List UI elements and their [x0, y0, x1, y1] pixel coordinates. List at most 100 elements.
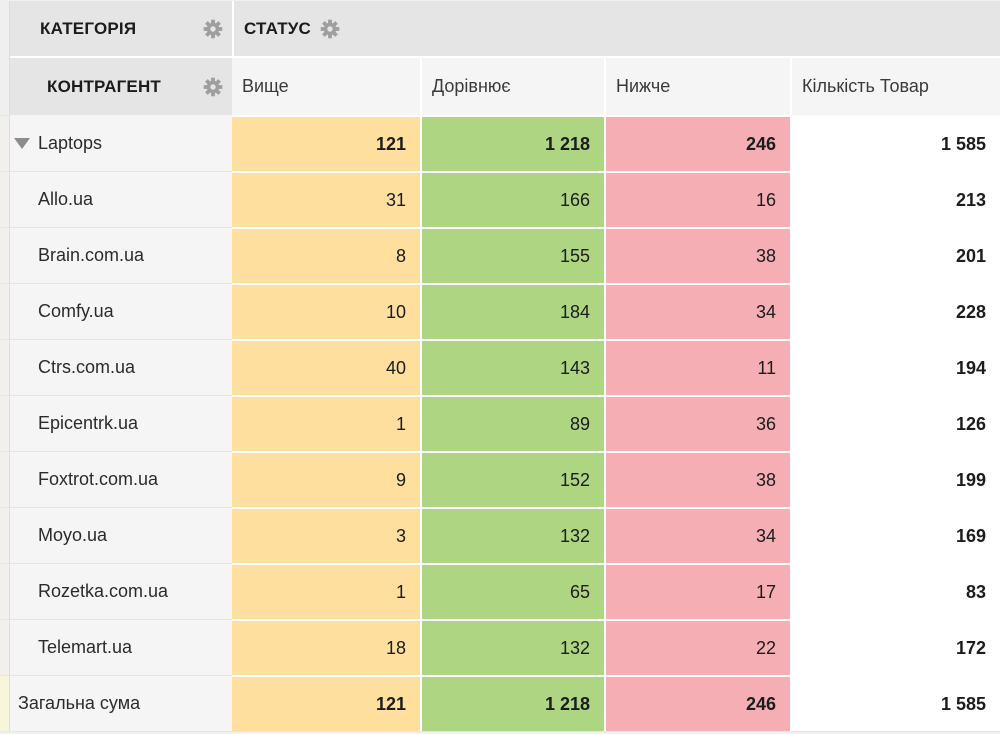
status-field-label: СТАТУС — [244, 18, 312, 38]
value-cell-lower[interactable]: 36 — [604, 395, 790, 451]
frozen-edge-cell — [0, 395, 10, 451]
value-cell-quantity[interactable]: 213 — [790, 171, 1000, 227]
row-label: Telemart.ua — [38, 637, 133, 657]
row-label-cell: Laptops — [10, 115, 232, 171]
frozen-edge-cell — [0, 339, 10, 395]
value-cell-quantity[interactable]: 172 — [790, 619, 1000, 675]
table-row: Brain.com.ua 8 155 38 201 — [0, 227, 1000, 283]
value-cell-equal[interactable]: 132 — [420, 507, 604, 563]
value-cell-equal[interactable]: 65 — [420, 563, 604, 619]
row-label: Brain.com.ua — [38, 245, 145, 265]
frozen-edge-cell — [0, 451, 10, 507]
value-cell-higher[interactable]: 1 — [232, 395, 420, 451]
grand-total-row: Загальна сума 121 1 218 246 1 585 — [0, 675, 1000, 731]
value-cell-quantity[interactable]: 83 — [790, 563, 1000, 619]
status-field-button[interactable]: СТАТУС — [232, 1, 1000, 58]
table-row: Rozetka.com.ua 1 65 17 83 — [0, 563, 1000, 619]
frozen-edge-cell — [0, 171, 10, 227]
value-cell-lower[interactable]: 38 — [604, 451, 790, 507]
row-label-cell: Ctrs.com.ua — [10, 339, 232, 395]
row-label-cell: Epicentrk.ua — [10, 395, 232, 451]
category-field-button[interactable]: КАТЕГОРІЯ — [10, 1, 232, 58]
value-cell-quantity[interactable]: 194 — [790, 339, 1000, 395]
value-cell-higher[interactable]: 121 — [232, 115, 420, 171]
collapse-triangle-icon[interactable] — [14, 137, 30, 149]
table-row: Allo.ua 31 166 16 213 — [0, 171, 1000, 227]
category-field-label: КАТЕГОРІЯ — [40, 18, 137, 38]
value-cell-lower[interactable]: 38 — [604, 227, 790, 283]
row-label: Rozetka.com.ua — [38, 581, 169, 601]
value-cell-higher[interactable]: 10 — [232, 283, 420, 339]
value-cell-equal[interactable]: 166 — [420, 171, 604, 227]
gear-icon[interactable] — [320, 19, 340, 39]
value-cell-higher[interactable]: 40 — [232, 339, 420, 395]
frozen-edge-cell — [0, 563, 10, 619]
value-cell-equal[interactable]: 152 — [420, 451, 604, 507]
row-label-cell: Allo.ua — [10, 171, 232, 227]
row-label: Allo.ua — [38, 189, 94, 209]
value-cell-quantity[interactable]: 1 585 — [790, 115, 1000, 171]
value-cell-quantity[interactable]: 228 — [790, 283, 1000, 339]
value-cell-higher[interactable]: 1 — [232, 563, 420, 619]
value-cell-higher[interactable]: 18 — [232, 619, 420, 675]
value-cell-lower[interactable]: 246 — [604, 115, 790, 171]
value-cell-quantity[interactable]: 201 — [790, 227, 1000, 283]
gear-icon[interactable] — [203, 19, 223, 39]
value-cell-lower[interactable]: 11 — [604, 339, 790, 395]
value-cell-lower[interactable]: 34 — [604, 283, 790, 339]
frozen-edge-cell — [0, 675, 10, 731]
frozen-edge-cell — [0, 227, 10, 283]
value-cell-quantity[interactable]: 199 — [790, 451, 1000, 507]
grand-total-label: Загальна сума — [10, 675, 232, 731]
row-label: Comfy.ua — [38, 301, 114, 321]
column-header-lower[interactable]: Нижче — [604, 58, 790, 115]
column-header-higher[interactable]: Вище — [232, 58, 420, 115]
column-header-quantity[interactable]: Кількість Товар — [790, 58, 1000, 115]
value-cell-equal[interactable]: 1 218 — [420, 115, 604, 171]
value-cell-quantity[interactable]: 169 — [790, 507, 1000, 563]
value-cell-higher[interactable]: 121 — [232, 675, 420, 731]
table-row: Laptops 121 1 218 246 1 585 — [0, 115, 1000, 171]
frozen-edge-cell — [0, 1, 10, 58]
table-row: Epicentrk.ua 1 89 36 126 — [0, 395, 1000, 451]
value-cell-equal[interactable]: 155 — [420, 227, 604, 283]
pivot-header-row-fields: КАТЕГОРІЯ СТАТУС — [0, 1, 1000, 58]
value-cell-equal[interactable]: 132 — [420, 619, 604, 675]
value-cell-equal[interactable]: 89 — [420, 395, 604, 451]
row-label-cell: Brain.com.ua — [10, 227, 232, 283]
value-cell-higher[interactable]: 9 — [232, 451, 420, 507]
row-label: Ctrs.com.ua — [38, 357, 136, 377]
value-cell-equal[interactable]: 184 — [420, 283, 604, 339]
counterparty-field-label: КОНТРАГЕНТ — [47, 76, 162, 96]
value-cell-higher[interactable]: 3 — [232, 507, 420, 563]
table-row: Ctrs.com.ua 40 143 11 194 — [0, 339, 1000, 395]
value-cell-lower[interactable]: 22 — [604, 619, 790, 675]
value-cell-higher[interactable]: 8 — [232, 227, 420, 283]
frozen-edge-cell — [0, 58, 10, 115]
counterparty-field-button[interactable]: КОНТРАГЕНТ — [10, 58, 232, 115]
pivot-header-row-columns: КОНТРАГЕНТ Вище Дорівнює Нижче Кількість… — [0, 58, 1000, 115]
column-header-equal[interactable]: Дорівнює — [420, 58, 604, 115]
value-cell-lower[interactable]: 16 — [604, 171, 790, 227]
row-label: Foxtrot.com.ua — [38, 469, 159, 489]
value-cell-equal[interactable]: 143 — [420, 339, 604, 395]
frozen-edge-cell — [0, 115, 10, 171]
value-cell-lower[interactable]: 246 — [604, 675, 790, 731]
table-row: Telemart.ua 18 132 22 172 — [0, 619, 1000, 675]
frozen-edge-cell — [0, 619, 10, 675]
value-cell-equal[interactable]: 1 218 — [420, 675, 604, 731]
value-cell-quantity[interactable]: 1 585 — [790, 675, 1000, 731]
value-cell-lower[interactable]: 34 — [604, 507, 790, 563]
table-row: Moyo.ua 3 132 34 169 — [0, 507, 1000, 563]
row-label-cell: Comfy.ua — [10, 283, 232, 339]
row-label-cell: Rozetka.com.ua — [10, 563, 232, 619]
value-cell-quantity[interactable]: 126 — [790, 395, 1000, 451]
frozen-edge-cell — [0, 507, 10, 563]
row-label: Laptops — [38, 132, 103, 153]
gear-icon[interactable] — [203, 77, 223, 97]
table-row: Foxtrot.com.ua 9 152 38 199 — [0, 451, 1000, 507]
value-cell-lower[interactable]: 17 — [604, 563, 790, 619]
table-row: Comfy.ua 10 184 34 228 — [0, 283, 1000, 339]
value-cell-higher[interactable]: 31 — [232, 171, 420, 227]
